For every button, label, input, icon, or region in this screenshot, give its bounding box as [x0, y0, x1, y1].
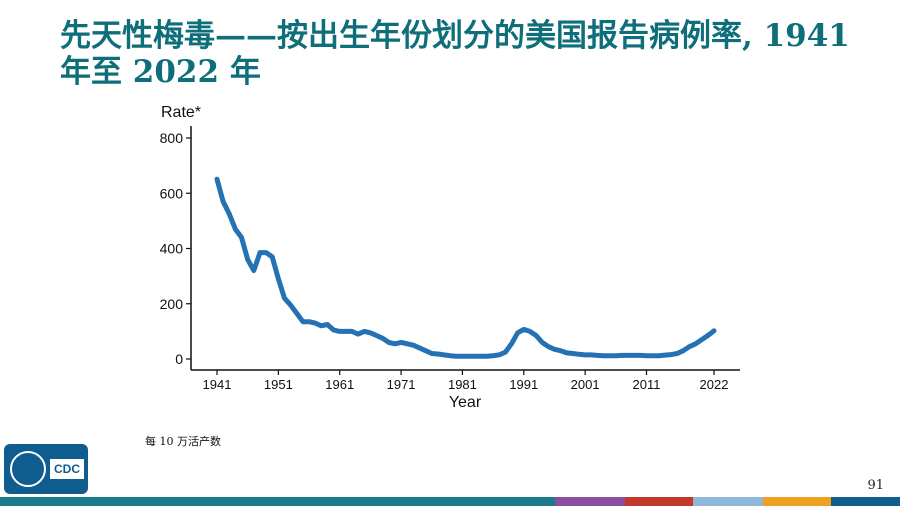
cdc-logo-text: CDC — [50, 459, 84, 479]
y-tick-label: 600 — [160, 185, 184, 201]
y-axis-label: Rate* — [161, 104, 201, 121]
x-tick-label: 1951 — [264, 377, 293, 392]
y-tick-label: 200 — [160, 296, 184, 312]
x-tick-label: 1971 — [387, 377, 416, 392]
page-number: 91 — [867, 478, 884, 493]
y-tick-label: 400 — [160, 241, 184, 257]
bottom-color-bar — [0, 497, 900, 506]
x-tick-label: 1941 — [203, 377, 232, 392]
x-axis-label: Year — [449, 394, 482, 411]
x-tick-label: 2001 — [571, 377, 600, 392]
footnote: 每 10 万活产数 — [145, 435, 221, 448]
bottom-bar-segment — [555, 497, 625, 506]
hhs-eagle-icon — [10, 451, 46, 487]
x-tick-label: 2011 — [633, 377, 661, 392]
x-tick-label: 1961 — [325, 377, 354, 392]
series-line — [214, 176, 717, 359]
x-tick-label: 1991 — [509, 377, 538, 392]
y-tick-label: 0 — [175, 351, 183, 367]
bottom-bar-segment — [831, 497, 900, 506]
rate-line-chart: Rate* Year 0 200 400 600 800 1941 1951 1961 1971… — [160, 104, 740, 411]
bottom-bar-segment — [625, 497, 693, 506]
slide-title: 先天性梅毒——按出生年份划分的美国报告病例率, 1941 年至 2022 年 — [60, 18, 850, 90]
y-tick-label: 800 — [160, 130, 184, 146]
bottom-bar-segment — [0, 497, 555, 506]
bottom-bar-segment — [693, 497, 763, 506]
x-tick-label: 1981 — [448, 377, 477, 392]
cdc-logo: CDC — [4, 444, 88, 494]
x-tick-label: 2022 — [700, 377, 729, 392]
bottom-bar-segment — [763, 497, 831, 506]
